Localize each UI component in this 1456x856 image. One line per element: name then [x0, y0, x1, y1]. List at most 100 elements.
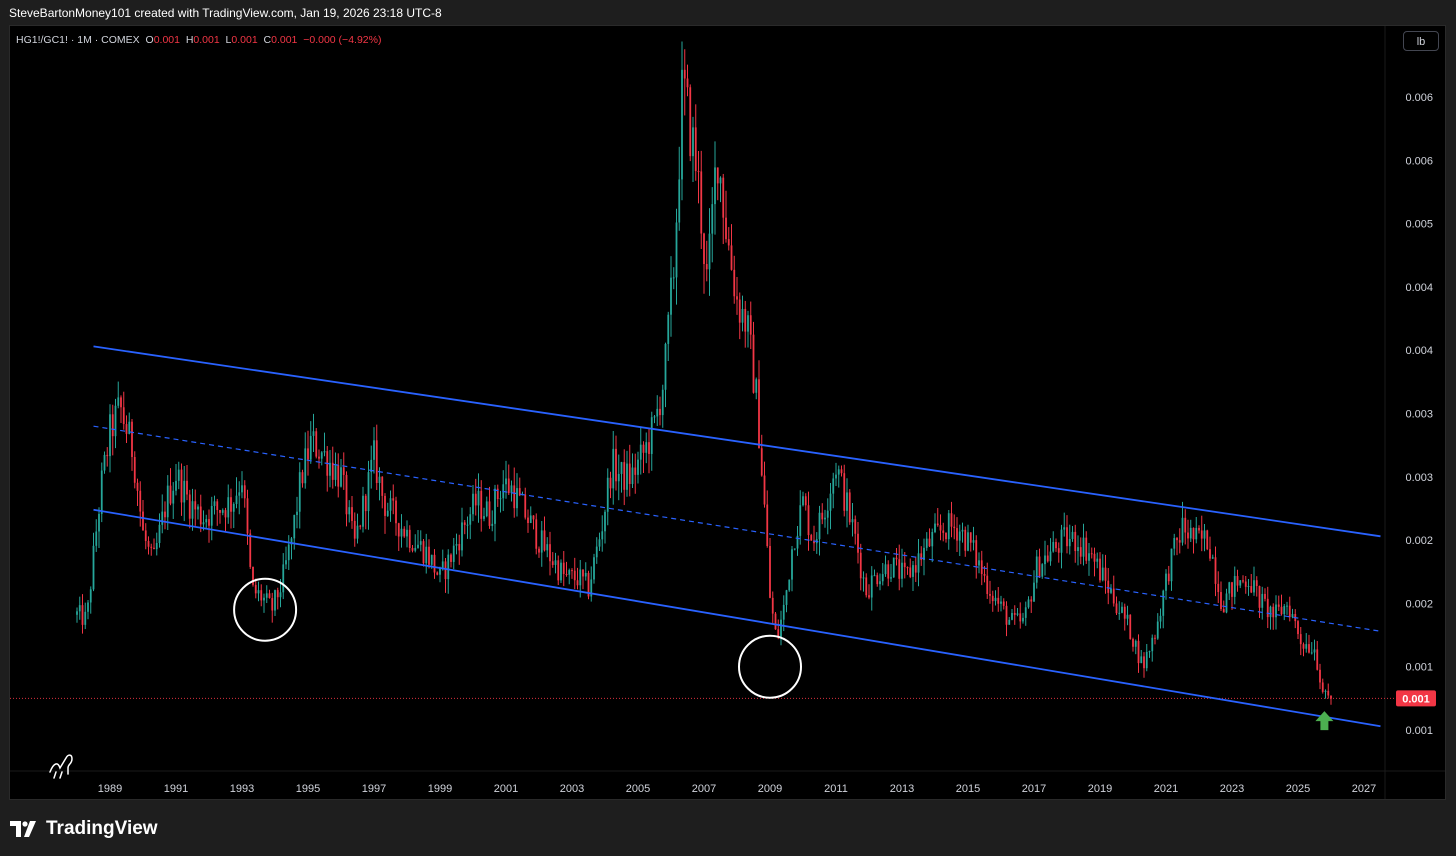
candle [100, 462, 103, 523]
candle [760, 434, 763, 477]
candle [1258, 585, 1261, 619]
candle [450, 553, 452, 568]
x-tick-label: 2015 [956, 783, 980, 795]
candle [1319, 663, 1321, 690]
candle [477, 473, 480, 523]
candle [758, 360, 760, 449]
candle [793, 548, 796, 551]
candle [1104, 554, 1107, 594]
candle [78, 596, 81, 620]
candle [158, 513, 161, 548]
x-tick-label: 2023 [1220, 783, 1244, 795]
candle [216, 498, 219, 526]
candle [114, 398, 117, 449]
candle [700, 150, 703, 250]
candle [1206, 529, 1209, 551]
candle [887, 560, 890, 587]
candle [774, 612, 777, 630]
candle [381, 476, 384, 509]
candle [780, 610, 782, 646]
candle [543, 516, 546, 552]
candle [370, 445, 373, 489]
candle [835, 462, 837, 487]
candle [144, 523, 147, 550]
candle [1057, 542, 1060, 563]
candle [529, 506, 532, 524]
candle [1192, 527, 1195, 554]
unit-toggle-button[interactable]: lb [1403, 31, 1439, 51]
candle [879, 573, 881, 591]
candle [494, 484, 496, 542]
candle [378, 467, 381, 501]
candle [1027, 596, 1030, 609]
candle [532, 515, 535, 530]
chart-panel[interactable]: 0.006 0.006 0.005 0.004 0.004 0.003 0.003 0.002… [9, 25, 1446, 800]
candle [342, 452, 345, 490]
candle [958, 524, 961, 557]
x-tick-label: 2007 [692, 783, 716, 795]
candle [375, 424, 378, 491]
candle [400, 514, 403, 548]
candle [1236, 569, 1239, 592]
candle [1132, 637, 1134, 652]
candle [224, 507, 227, 532]
candle [573, 557, 576, 590]
candle [1189, 519, 1192, 543]
brand-name: TradingView [46, 818, 158, 839]
candle [1156, 613, 1159, 640]
candle [620, 461, 623, 493]
candle [711, 187, 714, 263]
candle [593, 553, 595, 584]
candle [1107, 568, 1110, 605]
candle [1253, 566, 1255, 596]
candle [950, 501, 953, 538]
candle [892, 557, 895, 578]
candle [320, 451, 323, 466]
candle [125, 415, 128, 443]
candle [1217, 571, 1220, 604]
candle [188, 489, 191, 529]
y-tick-label: 0.001 [1405, 662, 1433, 674]
candle [408, 525, 411, 553]
candle [975, 535, 978, 579]
candle [659, 396, 661, 426]
candle [694, 104, 697, 181]
candle [1011, 608, 1013, 621]
x-tick-label: 2019 [1088, 783, 1112, 795]
candle [452, 537, 455, 570]
price-chart[interactable]: 0.006 0.006 0.005 0.004 0.004 0.003 0.003 0.002… [10, 26, 1445, 799]
candle [1173, 533, 1176, 556]
candle [213, 495, 216, 515]
candle [1209, 536, 1211, 562]
candle [351, 495, 353, 529]
candle [736, 277, 738, 315]
candle [230, 488, 232, 529]
candle [1096, 552, 1099, 569]
candle [326, 446, 329, 492]
candle [1198, 525, 1200, 534]
candle [1310, 642, 1313, 655]
candle [1176, 536, 1178, 556]
candle [818, 505, 821, 556]
candle [1255, 576, 1258, 597]
candle [384, 493, 386, 534]
candle [884, 555, 887, 577]
candle [1297, 619, 1299, 639]
candle [411, 545, 414, 553]
candle [617, 454, 620, 501]
candle [373, 427, 375, 474]
candle [263, 593, 265, 613]
candle [254, 578, 257, 599]
candle [1181, 501, 1184, 546]
candle [1071, 525, 1074, 542]
candle [1148, 650, 1151, 658]
candle [645, 432, 648, 464]
candle [744, 300, 747, 348]
candle [1013, 605, 1016, 625]
y-tick-label: 0.003 [1405, 472, 1433, 484]
candle [95, 519, 98, 552]
legend-open: 0.001 [153, 34, 180, 46]
candle [785, 589, 788, 613]
candle [265, 585, 268, 604]
candle [890, 564, 892, 582]
